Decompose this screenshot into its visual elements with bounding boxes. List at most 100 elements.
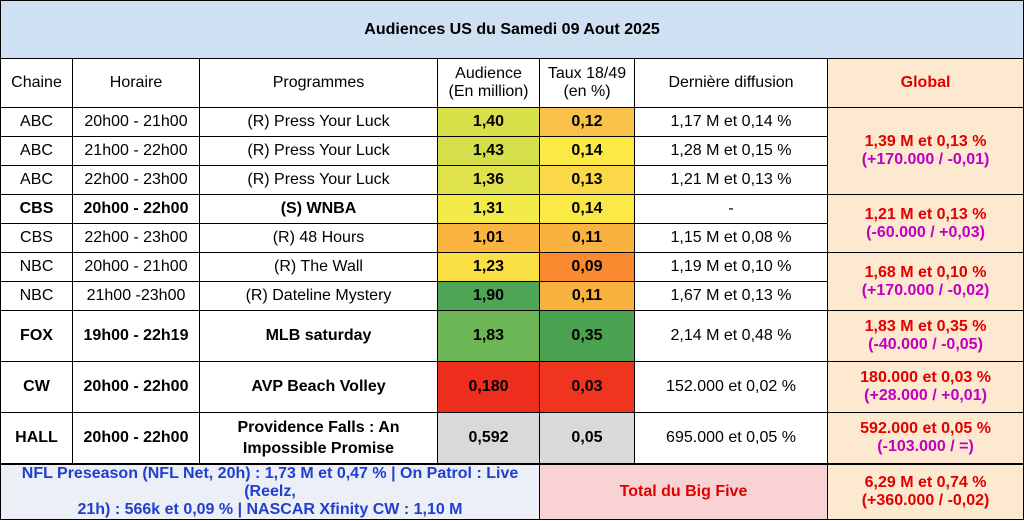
global-main: 1,83 M et 0,35 % [864,318,987,335]
footer-other-programs: NFL Preseason (NFL Net, 20h) : 1,73 M et… [0,463,540,520]
footer-total-value: 6,29 M et 0,74 % (+360.000 / -0,02) [826,463,1024,520]
cell-audience: 0,180 [437,361,540,413]
global-sub: (+28.000 / +0,01) [864,387,987,404]
cell-taux: 0,12 [539,107,635,137]
header-row: Chaine Horaire Programmes Audience (En mi… [0,58,1024,108]
cell-programme: AVP Beach Volley [199,361,438,413]
footer-total-label: Total du Big Five [539,463,828,520]
cell-horaire: 22h00 - 23h00 [72,223,200,253]
header-audience: Audience (En million) [437,58,540,108]
cell-taux: 0,14 [539,136,635,166]
cell-chaine: CBS [0,223,73,253]
table-row: ABC 20h00 - 21h00 (R) Press Your Luck 1,40 0… [0,107,1024,195]
global-main: 180.000 et 0,03 % [860,369,991,386]
cell-global: 1,21 M et 0,13 % (-60.000 / +0,03) [826,194,1024,253]
cell-programme: (R) Press Your Luck [199,107,438,137]
cell-chaine: ABC [0,107,73,137]
cell-derniere: 1,21 M et 0,13 % [634,165,828,195]
cell-chaine: FOX [0,310,73,362]
cell-programme: (R) Press Your Luck [199,136,438,166]
header-horaire: Horaire [72,58,200,108]
table-row: CW 20h00 - 22h00 AVP Beach Volley 0,180 0,03… [0,361,1024,413]
global-sub: (+170.000 / -0,01) [861,151,990,168]
cell-audience: 1,40 [437,107,540,137]
cell-audience: 1,90 [437,281,540,311]
global-sub: (+170.000 / -0,02) [861,281,990,299]
cell-derniere: 1,28 M et 0,15 % [634,136,828,166]
cell-audience: 1,23 [437,252,540,282]
cell-global: 592.000 et 0,05 % (-103.000 / =) [826,412,1024,465]
header-chaine: Chaine [0,58,73,108]
cell-derniere: - [634,194,828,224]
cell-programme: (R) Dateline Mystery [199,281,438,311]
table-row: NBC 21h00 -23h00 (R) Dateline Mystery 1,90 0… [0,281,1024,311]
cell-horaire: 20h00 - 21h00 [72,252,200,282]
cell-audience: 1,31 [437,194,540,224]
global-sub: (-60.000 / +0,03) [866,223,985,241]
footer-other-l1: NFL Preseason (NFL Net, 20h) : 1,73 M et… [21,465,519,500]
cell-horaire: 21h00 - 22h00 [72,136,200,166]
cell-programme: (R) Press Your Luck [199,165,438,195]
global-main: 1,21 M et 0,13 % [864,205,987,223]
global-main: 1,39 M et 0,13 % [864,133,987,150]
cell-audience: 0,592 [437,412,540,465]
cell-horaire: 20h00 - 22h00 [72,194,200,224]
header-taux-l2: (en %) [563,83,611,100]
cell-taux: 0,03 [539,361,635,413]
cell-derniere: 1,67 M et 0,13 % [634,281,828,311]
cell-audience: 1,36 [437,165,540,195]
cell-taux: 0,35 [539,310,635,362]
cell-chaine: NBC [0,252,73,282]
cell-programme-l1: Providence Falls : An [237,419,400,436]
table-row: CBS 20h00 - 22h00 (S) WNBA 1,31 0,14-1,21 M … [0,194,1024,253]
cell-global: 180.000 et 0,03 % (+28.000 / +0,01) [826,361,1024,413]
cell-horaire: 21h00 -23h00 [72,281,200,311]
header-derniere: Dernière diffusion [634,58,828,108]
cell-programme: (S) WNBA [199,194,438,224]
global-sub: (-40.000 / -0,05) [868,336,983,353]
header-audience-l2: (En million) [448,83,529,100]
cell-derniere: 2,14 M et 0,48 % [634,310,828,362]
cell-chaine: ABC [0,136,73,166]
table-row: HALL 20h00 - 22h00 Providence Falls : An Im… [0,412,1024,465]
cell-global: 1,83 M et 0,35 % (-40.000 / -0,05) [826,310,1024,362]
cell-horaire: 22h00 - 23h00 [72,165,200,195]
header-programmes: Programmes [199,58,438,108]
cell-taux: 0,13 [539,165,635,195]
cell-taux: 0,11 [539,281,635,311]
cell-chaine: CW [0,361,73,413]
page-title: Audiences US du Samedi 09 Aout 2025 [0,0,1024,59]
cell-programme-l2: Impossible Promise [242,440,395,457]
cell-audience: 1,01 [437,223,540,253]
cell-global: 1,68 M et 0,10 % (+170.000 / -0,02) [826,252,1024,311]
footer-total-sub: (+360.000 / -0,02) [861,492,990,509]
table-row: FOX 19h00 - 22h19 MLB saturday 1,83 0,35 2,14… [0,310,1024,362]
footer-other-l2: 21h) : 566k et 0,09 % | NASCAR Xfinity C… [77,501,463,518]
cell-taux: 0,11 [539,223,635,253]
global-sub: (-103.000 / =) [877,438,974,455]
footer-total-main: 6,29 M et 0,74 % [864,474,987,491]
cell-derniere: 1,17 M et 0,14 % [634,107,828,137]
cell-taux: 0,09 [539,252,635,282]
cell-derniere: 1,15 M et 0,08 % [634,223,828,253]
cell-chaine: ABC [0,165,73,195]
cell-derniere: 1,19 M et 0,10 % [634,252,828,282]
cell-taux: 0,05 [539,412,635,465]
cell-global: 1,39 M et 0,13 % (+170.000 / -0,01) [826,107,1024,195]
cell-audience: 1,83 [437,310,540,362]
cell-horaire: 20h00 - 22h00 [72,412,200,465]
header-taux-l1: Taux 18/49 [547,65,627,82]
cell-programme: (R) 48 Hours [199,223,438,253]
global-main: 1,68 M et 0,10 % [864,263,987,281]
cell-programme: MLB saturday [199,310,438,362]
cell-taux: 0,14 [539,194,635,224]
cell-chaine: HALL [0,412,73,465]
cell-chaine: CBS [0,194,73,224]
cell-chaine: NBC [0,281,73,311]
cell-programme: (R) The Wall [199,252,438,282]
cell-horaire: 19h00 - 22h19 [72,310,200,362]
cell-derniere: 695.000 et 0,05 % [634,412,828,465]
cell-horaire: 20h00 - 22h00 [72,361,200,413]
table-row: ABC 22h00 - 23h00 (R) Press Your Luck 1,36 0… [0,165,1024,195]
